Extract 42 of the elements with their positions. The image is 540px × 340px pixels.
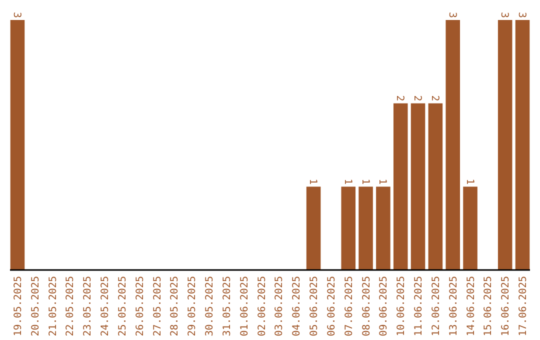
data-label: 3: [10, 12, 22, 18]
data-label: 2: [394, 95, 406, 102]
x-tick-label: 07.06.2025: [344, 276, 355, 336]
data-label: 1: [376, 178, 388, 185]
x-tick-label: 05.06.2025: [309, 276, 320, 336]
x-tick-label: 16.06.2025: [500, 276, 512, 336]
x-tick-label: 08.06.2025: [361, 276, 372, 336]
x-tick-label: 15.06.2025: [483, 276, 494, 336]
x-tick-label: 03.06.2025: [274, 276, 286, 336]
x-tick-label: 09.06.2025: [378, 276, 390, 336]
data-label: 1: [464, 178, 475, 185]
x-tick-label: 26.05.2025: [134, 276, 146, 336]
x-tick-label: 28.05.2025: [170, 276, 181, 336]
x-tick-label: 10.06.2025: [396, 276, 408, 336]
x-tick-label: 01.06.2025: [239, 276, 250, 336]
x-tick-label: 29.05.2025: [187, 276, 198, 336]
data-label: 2: [428, 95, 440, 102]
x-tick-label: 12.06.2025: [430, 276, 442, 336]
x-tick-label: 23.05.2025: [82, 276, 94, 336]
x-tick-label: 30.05.2025: [204, 276, 216, 336]
data-label: 1: [307, 178, 318, 185]
x-tick-label: 04.06.2025: [292, 276, 303, 336]
x-tick-label: 24.05.2025: [100, 276, 112, 336]
x-tick-label: 06.06.2025: [326, 276, 338, 336]
data-label: 1: [359, 178, 370, 185]
x-tick-label: 20.05.2025: [30, 276, 42, 336]
x-tick-label: 31.05.2025: [222, 276, 233, 336]
data-label: 1: [342, 178, 353, 185]
x-tick-label: 25.05.2025: [117, 276, 128, 336]
x-tick-label: 21.05.2025: [48, 276, 59, 336]
x-tick-label: 11.06.2025: [414, 276, 425, 336]
x-tick-label: 22.05.2025: [65, 276, 76, 336]
x-tick-label: 19.05.2025: [12, 276, 24, 336]
data-label: 3: [498, 12, 510, 18]
x-tick-label: 14.06.2025: [466, 276, 477, 336]
x-tick-label: 17.06.2025: [518, 276, 530, 336]
x-tick-label: 27.05.2025: [152, 276, 164, 336]
x-tick-label: 02.06.2025: [256, 276, 268, 336]
data-label: 3: [446, 12, 458, 18]
x-tick-label: 13.06.2025: [448, 276, 460, 336]
data-label: 2: [412, 95, 423, 102]
data-label: 3: [516, 12, 528, 18]
